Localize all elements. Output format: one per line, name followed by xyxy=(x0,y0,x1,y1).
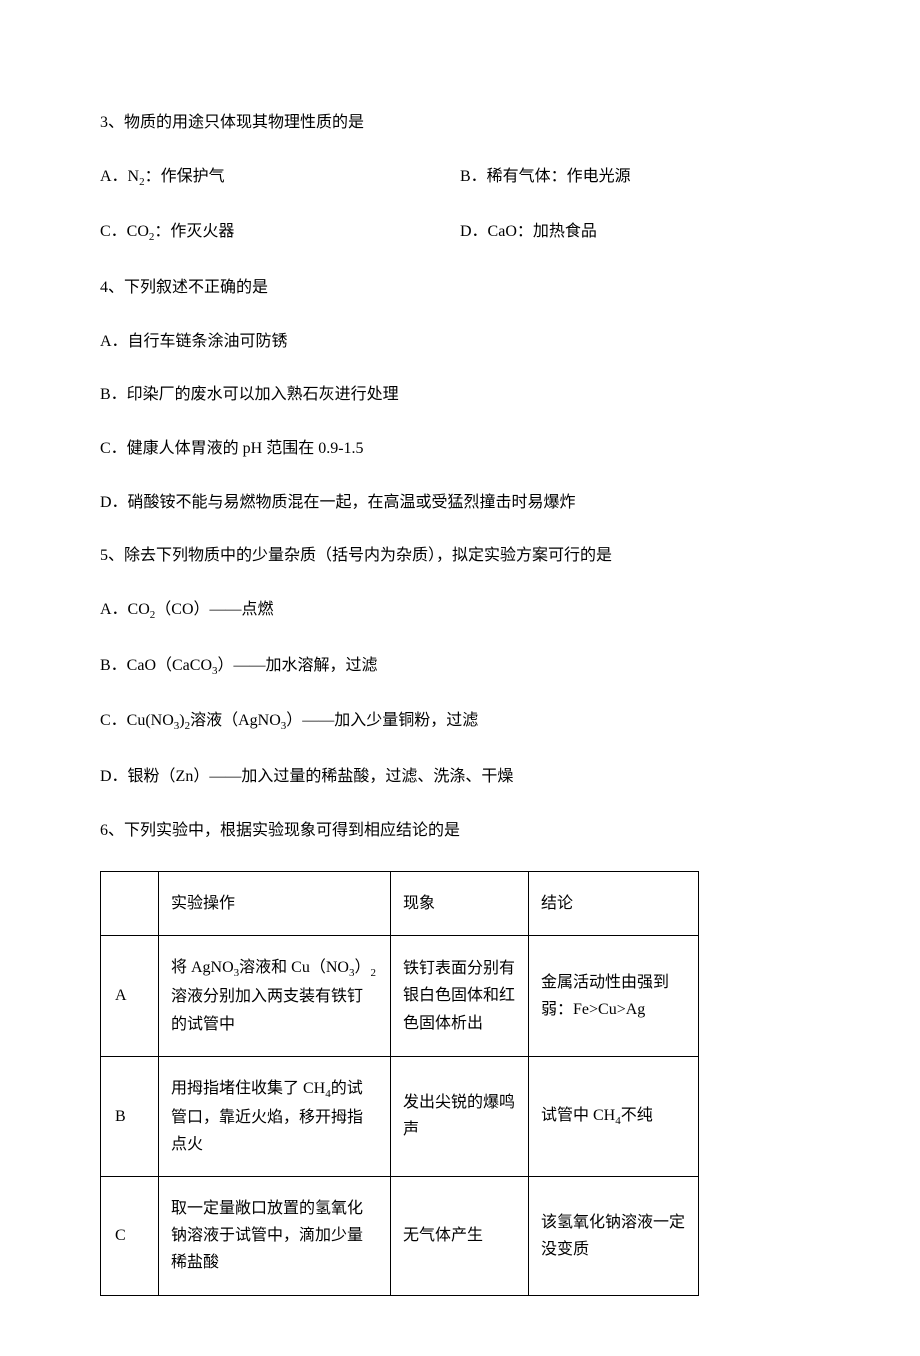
q3-a-pre: A．N xyxy=(100,168,139,185)
q3-row2: C．CO2：作灭火器 D．CaO：加热食品 xyxy=(100,219,820,247)
q5-prompt: 5、除去下列物质中的少量杂质（括号内为杂质），拟定实验方案可行的是 xyxy=(100,543,820,569)
th-conclusion: 结论 xyxy=(529,872,699,936)
th-phenomenon: 现象 xyxy=(391,872,529,936)
row-a-op-p3: ） xyxy=(354,959,370,976)
row-a-conclusion: 金属活动性由强到弱：Fe>Cu>Ag xyxy=(529,936,699,1056)
table-row: C 取一定量敞口放置的氢氧化钠溶液于试管中，滴加少量稀盐酸 无气体产生 该氢氧化… xyxy=(101,1176,699,1295)
row-a-id: A xyxy=(101,936,159,1056)
q4-option-b: B．印染厂的废水可以加入熟石灰进行处理 xyxy=(100,382,820,408)
q4-option-d: D．硝酸铵不能与易燃物质混在一起，在高温或受猛烈撞击时易爆炸 xyxy=(100,490,820,516)
row-a-op-p4: 溶液分别加入两支装有铁钉的试管中 xyxy=(171,988,363,1032)
row-c-conclusion: 该氢氧化钠溶液一定没变质 xyxy=(529,1176,699,1295)
row-a-op-p1: 将 AgNO xyxy=(171,959,234,976)
q5-b-pre: B．CaO（CaCO xyxy=(100,657,212,674)
row-b-conclusion: 试管中 CH4不纯 xyxy=(529,1056,699,1176)
q5-b-post: ）——加水溶解，过滤 xyxy=(218,657,378,674)
q3-a-post: ：作保护气 xyxy=(145,168,225,185)
q3-row1: A．N2：作保护气 B．稀有气体：作电光源 xyxy=(100,164,820,192)
q5-option-c: C．Cu(NO3)2溶液（AgNO3）——加入少量铜粉，过滤 xyxy=(100,708,820,736)
row-a-op-s3: 2 xyxy=(370,968,376,980)
row-c-operation: 取一定量敞口放置的氢氧化钠溶液于试管中，滴加少量稀盐酸 xyxy=(159,1176,391,1295)
q3-option-c: C．CO2：作灭火器 xyxy=(100,219,460,247)
row-a-phenomenon: 铁钉表面分别有银白色固体和红色固体析出 xyxy=(391,936,529,1056)
q3-c-pre: C．CO xyxy=(100,223,149,240)
row-b-id: B xyxy=(101,1056,159,1176)
row-b-con-p2: 不纯 xyxy=(621,1107,653,1124)
q4-prompt: 4、下列叙述不正确的是 xyxy=(100,275,820,301)
row-c-id: C xyxy=(101,1176,159,1295)
row-a-op-p2: 溶液和 Cu（NO xyxy=(239,959,349,976)
q3-option-a: A．N2：作保护气 xyxy=(100,164,460,192)
row-c-phenomenon: 无气体产生 xyxy=(391,1176,529,1295)
q4-option-a: A．自行车链条涂油可防锈 xyxy=(100,329,820,355)
row-b-con-p1: 试管中 CH xyxy=(541,1107,615,1124)
q3-option-b: B．稀有气体：作电光源 xyxy=(460,164,820,192)
row-b-op-p1: 用拇指堵住收集了 CH xyxy=(171,1080,325,1097)
q3-c-post: ：作灭火器 xyxy=(154,223,234,240)
row-a-operation: 将 AgNO3溶液和 Cu（NO3）2溶液分别加入两支装有铁钉的试管中 xyxy=(159,936,391,1056)
q5-a-pre: A．CO xyxy=(100,601,150,618)
q3-option-d: D．CaO：加热食品 xyxy=(460,219,820,247)
q5-option-a: A．CO2（CO）——点燃 xyxy=(100,597,820,625)
row-b-phenomenon: 发出尖锐的爆鸣声 xyxy=(391,1056,529,1176)
q5-c-p4: ）——加入少量铜粉，过滤 xyxy=(286,712,478,729)
th-operation: 实验操作 xyxy=(159,872,391,936)
table-row: B 用拇指堵住收集了 CH4的试管口，靠近火焰，移开拇指点火 发出尖锐的爆鸣声 … xyxy=(101,1056,699,1176)
q5-option-d: D．银粉（Zn）——加入过量的稀盐酸，过滤、洗涤、干燥 xyxy=(100,764,820,790)
q5-a-post: （CO）——点燃 xyxy=(155,601,273,618)
q3-prompt: 3、物质的用途只体现其物理性质的是 xyxy=(100,110,820,136)
table-row: A 将 AgNO3溶液和 Cu（NO3）2溶液分别加入两支装有铁钉的试管中 铁钉… xyxy=(101,936,699,1056)
th-id xyxy=(101,872,159,936)
q6-prompt: 6、下列实验中，根据实验现象可得到相应结论的是 xyxy=(100,818,820,844)
q4-option-c: C．健康人体胃液的 pH 范围在 0.9‑1.5 xyxy=(100,436,820,462)
table-header-row: 实验操作 现象 结论 xyxy=(101,872,699,936)
q5-c-p3: 溶液（AgNO xyxy=(190,712,281,729)
q5-option-b: B．CaO（CaCO3）——加水溶解，过滤 xyxy=(100,653,820,681)
q5-c-p1: C．Cu(NO xyxy=(100,712,174,729)
q6-table: 实验操作 现象 结论 A 将 AgNO3溶液和 Cu（NO3）2溶液分别加入两支… xyxy=(100,871,699,1295)
row-b-operation: 用拇指堵住收集了 CH4的试管口，靠近火焰，移开拇指点火 xyxy=(159,1056,391,1176)
